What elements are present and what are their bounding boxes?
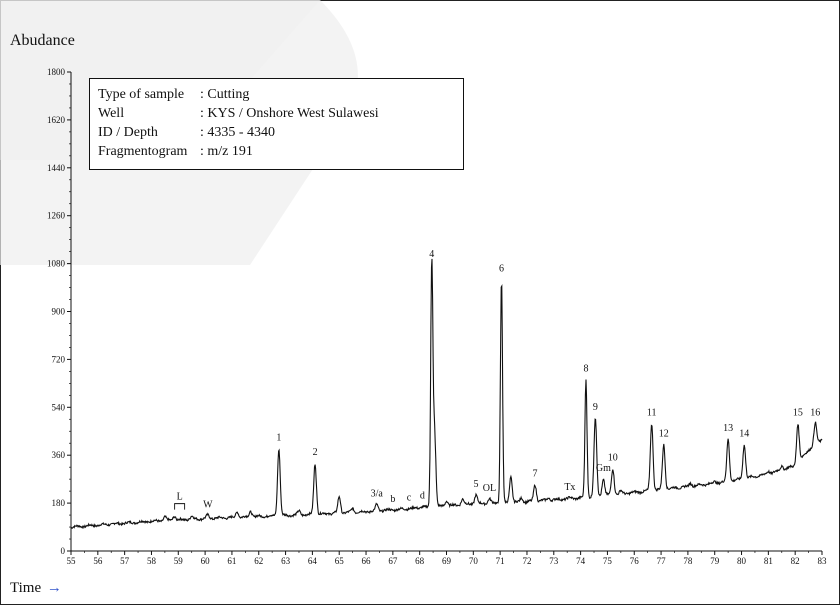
x-tick-label: 83 [818, 556, 828, 566]
x-tick-label: 63 [281, 556, 291, 566]
x-tick-label: 68 [415, 556, 425, 566]
x-tick-label: 72 [522, 556, 531, 566]
peak-label: 5 [474, 479, 479, 490]
x-tick-label: 76 [630, 556, 640, 566]
x-tick-label: 80 [737, 556, 747, 566]
info-row-well: Well : KYS / Onshore West Sulawesi [98, 104, 463, 123]
y-tick-label: 0 [61, 546, 66, 556]
info-value: : 4335 - 4340 [200, 125, 276, 140]
annotation-label: L [177, 492, 183, 503]
x-tick-label: 60 [201, 556, 211, 566]
peak-label: d [420, 490, 425, 501]
y-axis-label: Abudance [10, 32, 75, 49]
peak-label: 11 [647, 407, 657, 418]
x-tick-label: 82 [791, 556, 800, 566]
x-tick-label: 64 [308, 556, 318, 566]
x-tick-label: 56 [93, 556, 103, 566]
x-tick-label: 79 [710, 556, 720, 566]
x-tick-label: 65 [335, 556, 345, 566]
info-key: Fragmentogram [98, 144, 188, 159]
peak-label: 10 [608, 453, 618, 464]
y-tick-label: 720 [52, 354, 66, 364]
x-tick-label: 67 [388, 556, 398, 566]
annotation-label: W [203, 500, 213, 511]
peak-label: 2 [313, 447, 318, 458]
peak-label: 15 [793, 407, 803, 418]
peak-label: Gm [596, 463, 611, 474]
y-tick-label: 360 [52, 450, 66, 460]
info-value: : KYS / Onshore West Sulawesi [200, 106, 379, 121]
peak-label: c [407, 492, 412, 503]
x-tick-label: 59 [174, 556, 184, 566]
peak-label: 7 [533, 468, 538, 479]
peak-label: 4 [429, 249, 434, 260]
x-axis-label-text: Time [10, 580, 42, 596]
info-row-fragmentogram: Fragmentogram : m/z 191 [98, 142, 463, 161]
peak-label: OL [483, 483, 496, 494]
chromatogram-trace [70, 258, 823, 530]
y-tick-label: 1800 [47, 67, 66, 77]
sample-info-box: Type of sample : Cutting Well : KYS / Onsh… [89, 78, 464, 170]
peak-label: Tx [564, 482, 575, 493]
x-tick-label: 57 [120, 556, 130, 566]
info-row-depth: ID / Depth : 4335 - 4340 [98, 123, 463, 142]
peak-label: 9 [593, 402, 598, 413]
peak-label: 1 [276, 433, 281, 444]
x-tick-label: 71 [496, 556, 505, 566]
y-tick-label: 540 [52, 402, 66, 412]
y-tick-label: 1440 [47, 163, 66, 173]
x-tick-label: 58 [147, 556, 157, 566]
x-tick-label: 75 [603, 556, 613, 566]
y-tick-label: 1080 [47, 259, 66, 269]
peak-label: 3/a [371, 488, 384, 499]
info-key: Type of sample [98, 87, 185, 102]
x-tick-label: 62 [254, 556, 263, 566]
x-tick-label: 74 [576, 556, 586, 566]
peak-label: 8 [583, 363, 588, 374]
y-tick-label: 1620 [47, 115, 66, 125]
x-tick-label: 66 [362, 556, 372, 566]
y-tick-label: 900 [52, 307, 66, 317]
info-value: : m/z 191 [200, 144, 253, 159]
x-tick-label: 69 [442, 556, 452, 566]
info-key: Well [98, 106, 125, 121]
x-tick-label: 61 [227, 556, 236, 566]
peak-label: 16 [810, 407, 820, 418]
x-tick-label: 70 [469, 556, 479, 566]
peak-label: 6 [499, 264, 504, 275]
peak-label: 12 [659, 429, 669, 440]
x-tick-label: 77 [657, 556, 667, 566]
info-row-sample-type: Type of sample : Cutting [98, 85, 463, 104]
peak-label: b [390, 494, 395, 505]
x-tick-label: 73 [549, 556, 559, 566]
info-key: ID / Depth [98, 125, 158, 140]
y-tick-label: 180 [52, 498, 66, 508]
x-axis-label: Time → [10, 580, 62, 597]
peak-label: 14 [739, 429, 749, 440]
x-tick-label: 81 [764, 556, 773, 566]
y-tick-label: 1260 [47, 211, 66, 221]
x-tick-label: 78 [683, 556, 693, 566]
x-tick-label: 55 [67, 556, 77, 566]
peak-label: 13 [723, 423, 733, 434]
bracket-icon [174, 503, 186, 510]
info-value: : Cutting [200, 87, 250, 102]
arrow-right-icon: → [46, 580, 62, 596]
